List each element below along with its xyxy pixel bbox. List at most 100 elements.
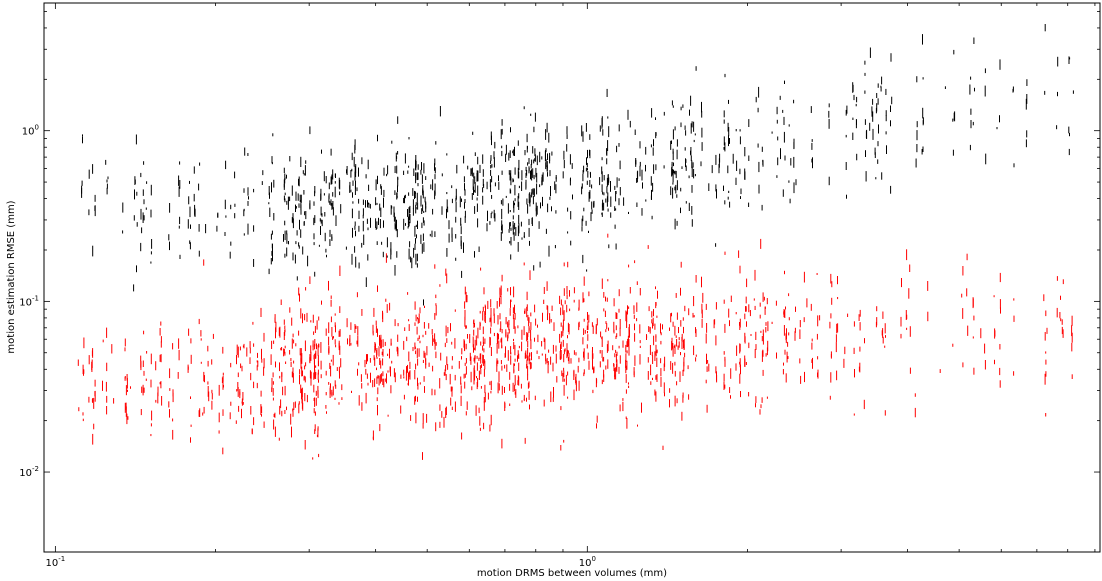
red-point bbox=[389, 348, 390, 359]
red-point bbox=[510, 287, 511, 296]
red-point bbox=[810, 303, 812, 311]
black-point bbox=[408, 207, 410, 218]
black-point bbox=[728, 190, 730, 193]
black-point bbox=[460, 226, 462, 235]
black-point bbox=[688, 175, 690, 179]
red-point bbox=[682, 394, 684, 403]
black-point bbox=[430, 184, 432, 190]
black-point bbox=[417, 172, 419, 180]
red-point bbox=[338, 340, 340, 348]
red-point bbox=[203, 371, 205, 382]
red-point bbox=[583, 348, 585, 360]
black-point bbox=[323, 171, 325, 182]
black-point bbox=[761, 146, 763, 152]
red-point bbox=[563, 349, 565, 355]
black-point bbox=[408, 137, 410, 140]
red-point bbox=[545, 359, 547, 365]
red-point bbox=[477, 378, 479, 387]
red-point bbox=[328, 336, 330, 346]
red-point bbox=[435, 294, 437, 299]
black-point bbox=[303, 221, 305, 226]
black-point bbox=[603, 202, 605, 211]
red-point bbox=[639, 324, 641, 334]
red-point bbox=[999, 272, 1001, 283]
red-point bbox=[249, 341, 251, 349]
red-point bbox=[973, 315, 975, 321]
black-point bbox=[459, 196, 461, 208]
red-point bbox=[298, 403, 300, 414]
red-point bbox=[660, 368, 662, 377]
black-point bbox=[490, 213, 492, 219]
black-point bbox=[999, 115, 1000, 123]
black-point bbox=[509, 210, 511, 213]
red-point bbox=[906, 249, 908, 261]
black-point bbox=[434, 231, 436, 237]
red-point bbox=[588, 360, 590, 370]
black-point bbox=[404, 194, 406, 199]
red-point bbox=[745, 306, 747, 311]
black-point bbox=[590, 212, 592, 222]
black-point bbox=[546, 167, 548, 171]
red-point bbox=[615, 325, 617, 331]
red-point bbox=[512, 382, 514, 392]
red-point bbox=[1000, 307, 1001, 314]
red-point bbox=[299, 293, 300, 302]
red-point bbox=[295, 343, 297, 347]
red-point bbox=[450, 323, 451, 332]
red-point bbox=[578, 299, 580, 310]
black-point bbox=[985, 153, 987, 165]
black-point bbox=[397, 176, 399, 187]
black-point bbox=[518, 193, 520, 199]
red-point bbox=[482, 355, 484, 366]
red-point bbox=[570, 358, 572, 364]
red-point bbox=[625, 389, 627, 394]
black-point bbox=[585, 167, 587, 172]
black-point bbox=[295, 241, 297, 245]
red-point bbox=[246, 347, 248, 357]
red-point bbox=[260, 390, 262, 397]
red-point bbox=[451, 386, 453, 397]
red-point bbox=[476, 362, 478, 371]
red-point bbox=[312, 344, 314, 351]
red-point bbox=[143, 387, 145, 393]
red-point bbox=[1062, 329, 1064, 338]
red-point bbox=[905, 310, 907, 320]
red-point bbox=[706, 353, 707, 365]
black-point bbox=[490, 155, 492, 161]
black-point bbox=[471, 193, 473, 200]
black-point bbox=[417, 183, 419, 187]
red-point bbox=[550, 319, 552, 323]
black-point bbox=[528, 227, 530, 237]
red-point bbox=[510, 346, 512, 354]
black-point bbox=[140, 242, 142, 252]
black-point bbox=[508, 152, 510, 161]
black-point bbox=[386, 237, 388, 248]
black-point bbox=[618, 198, 620, 206]
red-point bbox=[568, 324, 570, 335]
red-point bbox=[547, 305, 549, 315]
red-point bbox=[759, 314, 761, 319]
red-point bbox=[766, 347, 768, 356]
black-point bbox=[408, 165, 410, 168]
red-point bbox=[443, 372, 445, 376]
black-point bbox=[383, 189, 385, 197]
red-point bbox=[706, 366, 708, 372]
red-point bbox=[1013, 371, 1015, 376]
red-point bbox=[759, 302, 761, 307]
red-point bbox=[973, 367, 975, 375]
red-point bbox=[422, 452, 423, 460]
red-point bbox=[634, 323, 635, 331]
black-point bbox=[871, 106, 873, 113]
red-point bbox=[663, 363, 665, 372]
black-point bbox=[394, 216, 396, 227]
black-point bbox=[783, 116, 785, 125]
black-point bbox=[493, 151, 495, 159]
x-tick-label: 10-1 bbox=[46, 555, 66, 569]
red-point bbox=[639, 340, 641, 344]
black-point bbox=[376, 221, 378, 229]
red-point bbox=[534, 337, 535, 342]
black-point bbox=[324, 232, 326, 242]
black-point bbox=[489, 179, 491, 188]
red-point bbox=[749, 310, 751, 317]
red-point bbox=[416, 326, 418, 335]
